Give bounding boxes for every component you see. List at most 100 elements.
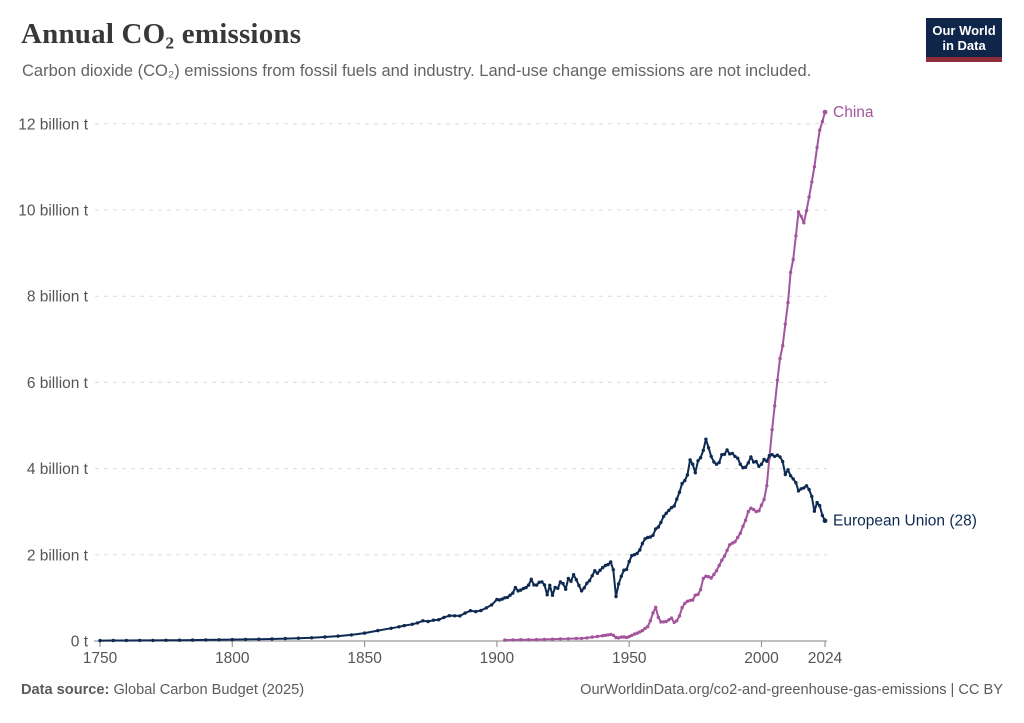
data-point-european-union-28[interactable]	[474, 609, 478, 614]
data-point-european-union-28[interactable]	[497, 598, 502, 602]
data-point-china[interactable]	[651, 611, 655, 615]
data-point-european-union-28[interactable]	[601, 565, 605, 570]
data-point-china[interactable]	[722, 554, 727, 558]
data-point-european-union-28[interactable]	[720, 453, 724, 457]
data-point-china[interactable]	[749, 506, 753, 510]
data-point-european-union-28[interactable]	[767, 453, 772, 458]
data-point-european-union-28[interactable]	[783, 472, 787, 477]
data-point-european-union-28[interactable]	[646, 535, 650, 540]
data-point-china[interactable]	[616, 636, 621, 640]
data-point-china[interactable]	[743, 518, 748, 522]
data-point-china[interactable]	[751, 507, 756, 512]
data-point-european-union-28[interactable]	[759, 462, 764, 466]
data-point-european-union-28[interactable]	[693, 471, 697, 475]
data-point-european-union-28[interactable]	[484, 606, 488, 610]
data-point-china[interactable]	[526, 638, 531, 642]
data-point-european-union-28[interactable]	[593, 569, 597, 573]
data-point-european-union-28[interactable]	[479, 608, 483, 613]
data-point-china[interactable]	[791, 257, 795, 262]
data-point-european-union-28[interactable]	[709, 454, 713, 459]
data-point-china[interactable]	[672, 620, 676, 625]
data-point-european-union-28[interactable]	[770, 453, 774, 457]
data-point-european-union-28[interactable]	[595, 571, 600, 575]
data-point-european-union-28[interactable]	[230, 637, 234, 642]
data-point-china[interactable]	[794, 234, 798, 238]
data-point-european-union-28[interactable]	[664, 511, 668, 515]
data-point-china[interactable]	[664, 619, 668, 624]
data-point-european-union-28[interactable]	[579, 589, 584, 593]
data-point-china[interactable]	[590, 635, 594, 639]
data-point-european-union-28[interactable]	[296, 636, 301, 640]
data-point-european-union-28[interactable]	[537, 580, 541, 584]
data-point-european-union-28[interactable]	[437, 618, 441, 622]
data-point-european-union-28[interactable]	[151, 638, 155, 643]
data-point-european-union-28[interactable]	[656, 525, 660, 529]
data-point-china[interactable]	[542, 637, 547, 642]
data-point-european-union-28[interactable]	[714, 462, 719, 466]
data-point-european-union-28[interactable]	[704, 437, 708, 441]
data-point-european-union-28[interactable]	[773, 454, 777, 459]
data-point-european-union-28[interactable]	[545, 593, 549, 597]
data-point-european-union-28[interactable]	[577, 583, 581, 588]
data-point-china[interactable]	[714, 569, 719, 573]
data-point-european-union-28[interactable]	[696, 459, 700, 463]
data-point-china[interactable]	[622, 635, 626, 639]
data-point-china[interactable]	[701, 576, 705, 581]
data-point-european-union-28[interactable]	[741, 466, 745, 470]
data-point-european-union-28[interactable]	[736, 456, 740, 460]
data-point-european-union-28[interactable]	[553, 585, 557, 590]
data-point-european-union-28[interactable]	[675, 497, 679, 501]
data-point-european-union-28[interactable]	[733, 454, 737, 459]
data-point-european-union-28[interactable]	[722, 452, 727, 456]
data-point-european-union-28[interactable]	[820, 513, 825, 518]
data-point-european-union-28[interactable]	[410, 622, 414, 626]
data-point-china[interactable]	[820, 119, 825, 124]
data-point-china[interactable]	[640, 628, 645, 633]
data-point-european-union-28[interactable]	[540, 580, 544, 584]
data-point-european-union-28[interactable]	[778, 455, 782, 459]
data-point-european-union-28[interactable]	[640, 541, 645, 546]
data-point-european-union-28[interactable]	[775, 453, 780, 457]
data-point-european-union-28[interactable]	[548, 583, 552, 587]
data-point-china[interactable]	[654, 605, 658, 609]
data-point-china[interactable]	[683, 601, 687, 606]
data-point-european-union-28[interactable]	[765, 459, 769, 463]
data-point-china[interactable]	[773, 404, 777, 408]
series-line-china[interactable]	[503, 111, 826, 642]
data-point-european-union-28[interactable]	[609, 560, 613, 564]
data-point-china[interactable]	[691, 598, 695, 602]
data-point-china[interactable]	[741, 524, 745, 528]
data-point-china[interactable]	[736, 535, 740, 540]
data-point-china[interactable]	[595, 634, 600, 639]
data-point-european-union-28[interactable]	[323, 635, 327, 639]
data-point-european-union-28[interactable]	[500, 597, 504, 601]
data-point-european-union-28[interactable]	[397, 625, 401, 629]
data-point-european-union-28[interactable]	[706, 446, 711, 450]
data-point-china[interactable]	[818, 128, 822, 132]
data-point-european-union-28[interactable]	[712, 460, 716, 464]
data-point-china[interactable]	[757, 509, 761, 513]
data-point-european-union-28[interactable]	[680, 481, 684, 486]
series-line-european-union-28[interactable]	[99, 438, 826, 642]
data-point-european-union-28[interactable]	[529, 577, 533, 581]
data-point-european-union-28[interactable]	[677, 490, 682, 494]
data-point-european-union-28[interactable]	[421, 619, 425, 623]
data-point-china[interactable]	[807, 195, 811, 199]
data-point-china[interactable]	[643, 626, 647, 631]
data-point-european-union-28[interactable]	[757, 464, 761, 469]
data-point-european-union-28[interactable]	[802, 486, 806, 490]
data-point-european-union-28[interactable]	[746, 461, 750, 465]
data-point-european-union-28[interactable]	[463, 611, 467, 615]
series-end-label-china[interactable]: China	[833, 104, 874, 121]
data-point-european-union-28[interactable]	[619, 574, 623, 578]
data-point-european-union-28[interactable]	[815, 500, 819, 505]
data-point-european-union-28[interactable]	[532, 583, 536, 587]
data-point-european-union-28[interactable]	[603, 563, 608, 568]
data-point-european-union-28[interactable]	[550, 593, 555, 597]
data-point-china[interactable]	[661, 620, 666, 624]
data-point-european-union-28[interactable]	[749, 455, 753, 459]
data-point-european-union-28[interactable]	[489, 603, 494, 607]
data-point-china[interactable]	[765, 484, 769, 488]
data-point-china[interactable]	[574, 636, 578, 641]
data-point-china[interactable]	[675, 619, 679, 623]
